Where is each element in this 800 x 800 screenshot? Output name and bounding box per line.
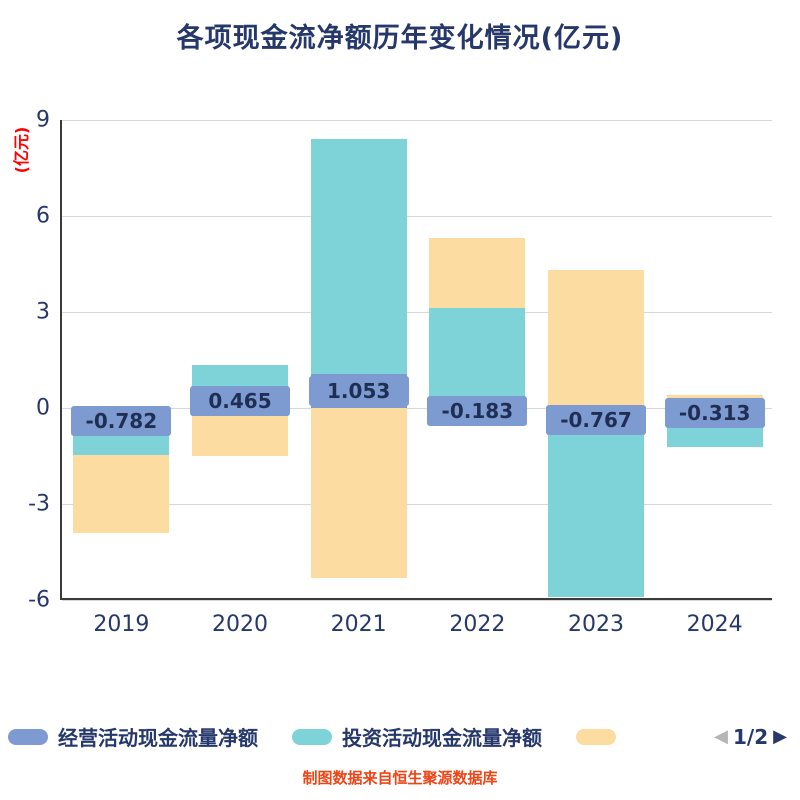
bar-segment — [310, 408, 407, 578]
x-tick-label: 2021 — [330, 612, 387, 637]
y-tick-label: -6 — [28, 587, 50, 613]
pagination-page-indicator: 1/2 — [733, 724, 769, 749]
legend-swatch-icon — [576, 728, 616, 745]
y-tick-label: 0 — [36, 395, 50, 421]
x-tick-label: 2024 — [686, 612, 743, 637]
legend-item-1[interactable]: 投资活动现金流量净额 — [292, 722, 542, 751]
gridline — [62, 408, 772, 409]
data-label: -0.767 — [546, 405, 646, 436]
legend: 经营活动现金流量净额 投资活动现金流量净额 ◀ 1/2 ▶ — [0, 722, 800, 751]
gridline — [62, 600, 772, 601]
gridline — [62, 120, 772, 121]
data-label: -0.782 — [71, 405, 172, 436]
bar-segment — [429, 308, 526, 408]
y-tick-label: 6 — [36, 203, 50, 229]
gridline — [62, 504, 772, 505]
pagination-next-icon[interactable]: ▶ — [773, 726, 787, 747]
gridline — [62, 216, 772, 217]
x-tick-label: 2022 — [449, 612, 506, 637]
bar-segment — [548, 432, 644, 597]
bar-segment — [73, 455, 170, 533]
x-tick-label: 2023 — [567, 612, 624, 637]
legend-item-0[interactable]: 经营活动现金流量净额 — [8, 722, 258, 751]
data-label: 1.053 — [308, 376, 409, 407]
legend-item-label: 经营活动现金流量净额 — [58, 726, 258, 750]
x-tick-label: 2019 — [93, 612, 150, 637]
bar-segment — [310, 139, 407, 375]
x-tick-label: 2020 — [211, 612, 268, 637]
chart-title: 各项现金流净额历年变化情况(亿元) — [176, 23, 624, 54]
data-label: -0.313 — [664, 398, 765, 428]
legend-pagination: ◀ 1/2 ▶ — [709, 725, 792, 749]
bar-segment — [73, 433, 170, 456]
y-tick-label: 3 — [36, 299, 50, 325]
legend-swatch-icon — [292, 728, 332, 745]
bar-segment — [548, 270, 644, 408]
legend-swatch-icon — [8, 728, 48, 745]
y-tick-label: -3 — [28, 491, 50, 517]
y-tick-label: 9 — [36, 107, 50, 133]
pagination-prev-icon[interactable]: ◀ — [714, 726, 729, 747]
data-label: 0.465 — [190, 385, 290, 416]
legend-item-2[interactable] — [576, 728, 626, 745]
bar-segment — [192, 408, 288, 456]
bar-segment — [429, 238, 526, 309]
source-note: 制图数据来自恒生聚源数据库 — [302, 769, 498, 787]
gridline — [62, 312, 772, 313]
data-label: -0.183 — [427, 395, 528, 426]
legend-item-label: 投资活动现金流量净额 — [342, 726, 542, 750]
plot-area: 9 6 3 0 -3 -6 2019 -0.782 2020 0.465 2021 1.053 2022… — [28, 108, 772, 637]
